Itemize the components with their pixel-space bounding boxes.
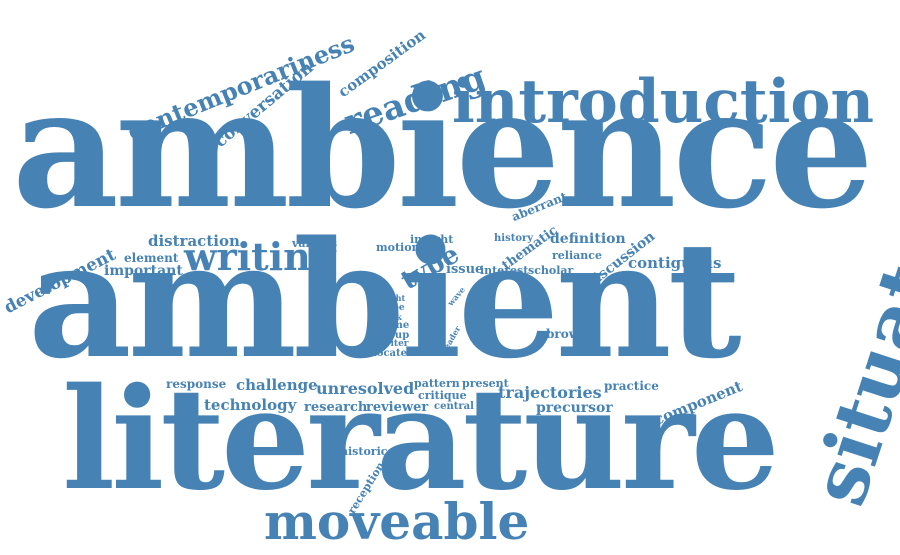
word-writing: writing	[184, 234, 338, 279]
word-reliance: reliance	[552, 249, 602, 262]
word-interest: interest	[480, 264, 529, 277]
word-motion: motion	[376, 241, 420, 254]
word-literature: literature	[62, 358, 780, 522]
word-trajectories: trajectories	[498, 383, 602, 402]
word-precursor: precursor	[536, 400, 613, 416]
word-research: research	[304, 400, 368, 415]
word-historic: historic	[340, 445, 388, 458]
word-browser: browser	[546, 327, 600, 341]
word-book: book	[380, 312, 402, 322]
word-practice: practice	[604, 379, 659, 393]
word-theme: theme	[374, 320, 410, 331]
word-present: present	[462, 377, 509, 390]
word-pattern: pattern	[414, 377, 460, 390]
word-various: various	[292, 237, 338, 250]
word-contiguous: contiguous	[628, 254, 722, 272]
word-writer: writer	[378, 339, 409, 349]
word-insight: insight	[410, 233, 454, 246]
word-issue: issue	[446, 262, 484, 277]
word-central: central	[434, 401, 474, 412]
word-reviewer: reviewer	[366, 400, 429, 415]
word-light: light	[384, 293, 406, 303]
word-challenge: challenge	[236, 376, 318, 394]
word-definition: definition	[550, 231, 626, 247]
word-important: important	[104, 263, 183, 279]
word-ambient: ambient	[28, 206, 742, 394]
word-critique: critique	[418, 389, 467, 402]
word-unresolved: unresolved	[316, 379, 415, 398]
word-element: element	[124, 251, 179, 265]
word-group: group	[376, 330, 410, 341]
word-history: history	[494, 233, 534, 244]
word-locate: locate	[373, 348, 408, 359]
word-distraction: distraction	[148, 232, 240, 250]
word-introduction: introduction	[452, 67, 875, 137]
word-scholar: scholar	[528, 264, 574, 277]
word-response: response	[166, 377, 227, 391]
word-ambience: ambience	[12, 51, 874, 245]
word-technology: technology	[204, 396, 297, 414]
word-hope: hope	[380, 303, 405, 313]
word-moveable: moveable	[264, 492, 530, 551]
